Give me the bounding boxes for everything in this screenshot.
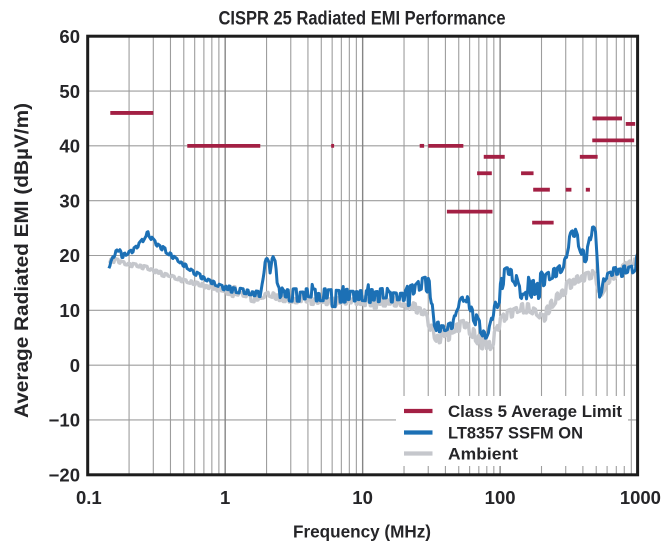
svg-text:Ambient: Ambient [448,445,519,463]
svg-text:1: 1 [220,487,230,508]
svg-text:100: 100 [485,487,516,508]
svg-text:50: 50 [59,81,80,102]
svg-text:20: 20 [59,245,80,266]
svg-text:10: 10 [352,487,373,508]
svg-text:LT8357 SSFM ON: LT8357 SSFM ON [448,424,583,442]
svg-text:−20: −20 [49,465,80,486]
svg-text:−10: −10 [49,410,80,431]
svg-text:1000: 1000 [620,487,661,508]
svg-text:Class 5 Average Limit: Class 5 Average Limit [448,403,623,421]
svg-text:CISPR 25 Radiated EMI Performa: CISPR 25 Radiated EMI Performance [219,9,506,30]
svg-text:0: 0 [70,355,80,376]
svg-text:60: 60 [59,26,80,47]
svg-text:40: 40 [59,136,80,157]
svg-text:30: 30 [59,190,80,211]
svg-text:Average Radiated EMI (dBµV/m): Average Radiated EMI (dBµV/m) [12,103,33,418]
svg-text:0.1: 0.1 [76,487,102,508]
svg-text:Frequency (MHz): Frequency (MHz) [293,522,431,542]
svg-text:10: 10 [59,300,80,321]
